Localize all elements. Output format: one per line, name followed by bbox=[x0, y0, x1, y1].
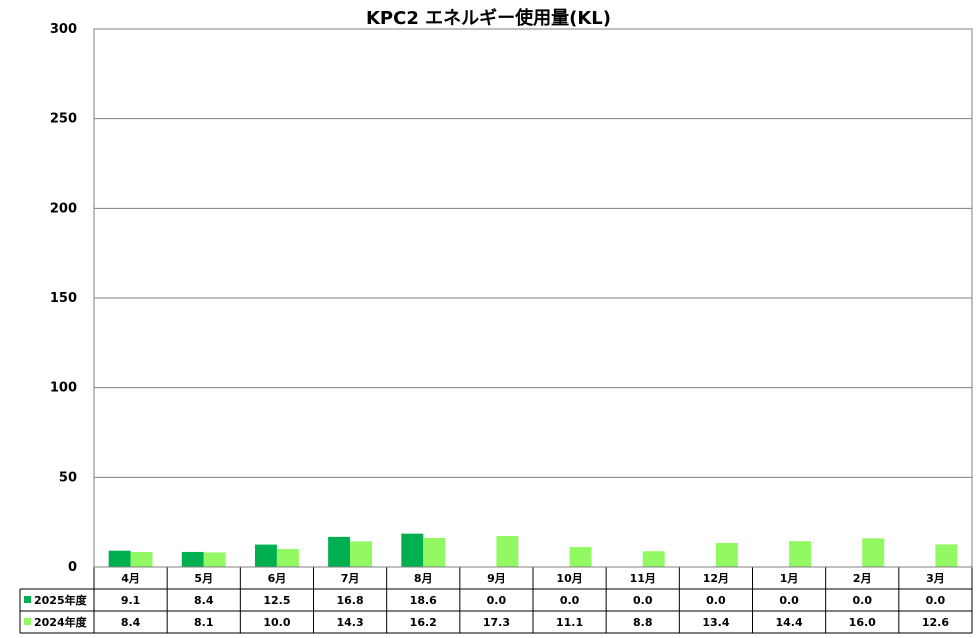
data-label: 0.0 bbox=[926, 594, 946, 607]
chart-title: KPC2 エネルギー使用量(KL) bbox=[365, 8, 611, 29]
bar-2025年度-7月 bbox=[328, 536, 351, 567]
data-label: 0.0 bbox=[487, 594, 507, 607]
legend-swatch-2024年度 bbox=[24, 618, 31, 625]
x-tick-label: 8月 bbox=[414, 572, 433, 585]
y-tick-label: 200 bbox=[50, 201, 77, 216]
x-tick-label: 3月 bbox=[926, 572, 945, 585]
legend-swatch-2025年度 bbox=[24, 596, 31, 603]
data-label: 0.0 bbox=[706, 594, 726, 607]
x-tick-label: 4月 bbox=[121, 572, 140, 585]
bar-2025年度-5月 bbox=[181, 551, 204, 567]
bar-2025年度-6月 bbox=[254, 544, 277, 567]
y-axis-ticks: 0 50 100 150 200 250 300 bbox=[50, 22, 77, 575]
x-tick-label: 9月 bbox=[487, 572, 506, 585]
data-label: 14.3 bbox=[337, 616, 364, 629]
data-label: 14.4 bbox=[776, 616, 803, 629]
bar-2024年度-6月 bbox=[276, 549, 299, 567]
data-label: 12.6 bbox=[922, 616, 949, 629]
data-label: 16.0 bbox=[849, 616, 876, 629]
data-label: 0.0 bbox=[853, 594, 873, 607]
bars bbox=[108, 533, 958, 567]
bar-2024年度-11月 bbox=[642, 551, 665, 567]
data-label: 17.3 bbox=[483, 616, 510, 629]
y-tick-label: 50 bbox=[59, 470, 77, 485]
data-label: 8.4 bbox=[121, 616, 141, 629]
y-tick-label: 250 bbox=[50, 112, 77, 127]
data-label: 13.4 bbox=[702, 616, 729, 629]
data-label: 8.8 bbox=[633, 616, 653, 629]
bar-2024年度-9月 bbox=[496, 535, 519, 567]
bar-2024年度-1月 bbox=[789, 541, 812, 567]
x-tick-label: 11月 bbox=[630, 572, 656, 585]
x-tick-label: 12月 bbox=[703, 572, 729, 585]
data-label: 8.4 bbox=[194, 594, 214, 607]
x-tick-label: 7月 bbox=[341, 572, 360, 585]
data-label: 9.1 bbox=[121, 594, 141, 607]
data-label: 18.6 bbox=[410, 594, 437, 607]
data-label: 0.0 bbox=[779, 594, 799, 607]
x-tick-label: 10月 bbox=[556, 572, 582, 585]
legend-label: 2024年度 bbox=[34, 615, 88, 629]
bar-2025年度-4月 bbox=[108, 550, 131, 567]
plot-area-frame bbox=[93, 28, 973, 568]
x-tick-label: 1月 bbox=[780, 572, 799, 585]
x-tick-label: 6月 bbox=[268, 572, 287, 585]
bar-2024年度-12月 bbox=[715, 542, 738, 567]
data-label: 0.0 bbox=[560, 594, 580, 607]
bar-2024年度-10月 bbox=[569, 547, 592, 567]
x-tick-label: 5月 bbox=[194, 572, 213, 585]
y-tick-label: 100 bbox=[50, 381, 77, 396]
x-tick-label: 2月 bbox=[853, 572, 872, 585]
data-table: 4月 5月 6月 7月 8月 9月 10月 11月 12月 1月 2月 3月 2025年度 9.1 8.4 1… bbox=[19, 567, 973, 634]
data-label: 16.8 bbox=[337, 594, 364, 607]
legend-label: 2025年度 bbox=[34, 593, 88, 607]
bar-2024年度-3月 bbox=[935, 544, 958, 567]
y-tick-label: 150 bbox=[50, 291, 77, 306]
bar-2024年度-4月 bbox=[130, 551, 153, 567]
bar-2024年度-7月 bbox=[350, 541, 373, 567]
bar-2024年度-5月 bbox=[203, 552, 226, 567]
data-label: 8.1 bbox=[194, 616, 214, 629]
data-label: 12.5 bbox=[263, 594, 290, 607]
data-label: 0.0 bbox=[633, 594, 653, 607]
data-label: 10.0 bbox=[263, 616, 290, 629]
data-label: 11.1 bbox=[556, 616, 583, 629]
data-label: 16.2 bbox=[410, 616, 437, 629]
gridlines bbox=[94, 28, 972, 478]
bar-2024年度-8月 bbox=[423, 537, 446, 567]
bar-2024年度-2月 bbox=[862, 538, 885, 567]
y-tick-label: 0 bbox=[68, 560, 77, 575]
bar-2025年度-8月 bbox=[401, 533, 424, 567]
y-tick-label: 300 bbox=[50, 22, 77, 37]
